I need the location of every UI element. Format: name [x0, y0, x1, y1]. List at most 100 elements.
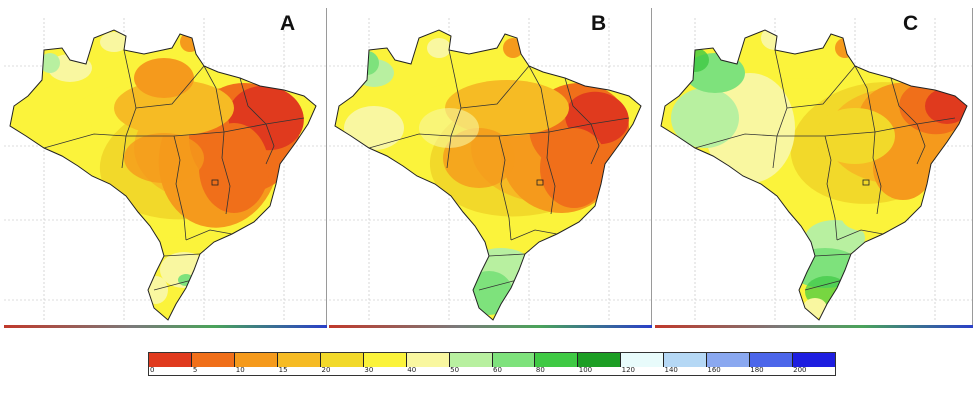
legend-label: 50 — [450, 366, 460, 374]
precip-zone — [40, 53, 60, 73]
legend-labels: 0 5 10 15 20 30 40 50 60 80 100 120 140 160 180 200 — [148, 366, 834, 376]
legend-label: 0 — [150, 366, 155, 374]
state-border — [890, 77, 918, 125]
precip-zone — [427, 38, 451, 58]
legend-swatch — [277, 353, 321, 367]
precip-zone — [873, 136, 933, 200]
panel-baseline — [329, 325, 652, 328]
state-border — [185, 229, 233, 241]
precip-zone — [805, 220, 865, 256]
state-border — [528, 65, 550, 133]
color-legend — [148, 352, 836, 376]
state-border — [694, 133, 778, 149]
legend-label: 160 — [707, 366, 721, 374]
state-border — [786, 65, 856, 109]
country-outline — [660, 29, 968, 321]
state-border — [460, 65, 530, 109]
legend-label: 10 — [235, 366, 245, 374]
country-outline — [9, 29, 317, 321]
precip-zone — [344, 106, 404, 150]
panel-baseline — [655, 325, 973, 328]
state-border — [488, 253, 526, 257]
legend-swatch — [406, 353, 450, 367]
precip-zone — [540, 128, 608, 208]
state-border — [43, 133, 127, 149]
legend-swatch — [535, 353, 579, 367]
precip-zone — [114, 80, 234, 136]
legend-swatch — [149, 353, 192, 367]
state-border — [564, 77, 592, 125]
state-border — [824, 135, 838, 241]
legend-swatch — [234, 353, 278, 367]
map-panel-c: C — [655, 8, 973, 328]
state-border — [872, 131, 882, 215]
state-border — [590, 123, 600, 165]
precip-zone — [134, 58, 194, 98]
panel-frame — [329, 8, 652, 328]
legend-label: 80 — [535, 366, 545, 374]
legend-label: 5 — [192, 366, 198, 374]
legend-swatch — [750, 353, 794, 367]
state-border — [510, 229, 558, 241]
legend-label: 100 — [578, 366, 593, 374]
precip-zone — [842, 204, 898, 232]
state-border — [153, 279, 193, 291]
precip-zone — [419, 108, 479, 148]
panel-baseline — [4, 325, 327, 328]
panel-frame — [4, 8, 327, 328]
state-border — [814, 253, 852, 257]
legend-label: 30 — [364, 366, 374, 374]
state-border — [135, 65, 205, 109]
legend-swatch — [320, 353, 364, 367]
state-border — [221, 131, 231, 215]
panel-label-c: C — [903, 12, 919, 35]
brazil-map-c — [655, 18, 973, 321]
legend-swatch — [707, 353, 751, 367]
federal-district-box — [211, 179, 219, 186]
map-panel-a: A — [4, 8, 327, 328]
state-border — [498, 135, 512, 241]
legend-label: 180 — [750, 366, 764, 374]
map-panel-b: B — [329, 8, 652, 328]
legend-swatch — [664, 353, 708, 367]
legend-swatch — [363, 353, 407, 367]
legend-label: 20 — [321, 366, 331, 374]
state-border — [173, 135, 187, 241]
precip-zone — [20, 110, 92, 146]
state-border — [163, 253, 201, 257]
legend-swatch — [191, 353, 235, 367]
state-border — [546, 131, 556, 215]
legend-swatch — [578, 353, 622, 367]
legend-swatch — [793, 353, 835, 367]
federal-district-box — [862, 179, 870, 186]
state-border — [916, 123, 926, 165]
precip-zone — [671, 88, 739, 148]
precip-zone — [199, 123, 269, 213]
state-border — [239, 77, 267, 125]
state-border — [478, 279, 518, 291]
precip-zone — [124, 133, 204, 183]
legend-label: 140 — [664, 366, 678, 374]
legend-label: 200 — [793, 366, 807, 374]
precip-zone — [815, 108, 895, 164]
panel-label-b: B — [591, 12, 607, 35]
legend-label: 120 — [621, 366, 635, 374]
state-border — [836, 229, 884, 241]
legend-label: 40 — [407, 366, 417, 374]
state-border — [804, 279, 844, 291]
federal-district-box — [536, 179, 544, 186]
brazil-map-a — [4, 18, 327, 321]
state-border — [265, 123, 275, 165]
legend-swatch — [621, 353, 665, 367]
panel-frame — [655, 8, 973, 328]
brazil-map-b — [329, 18, 652, 321]
precip-zone — [100, 32, 128, 52]
legend-swatch — [492, 353, 536, 367]
state-border — [368, 133, 452, 149]
panel-label-a: A — [280, 12, 296, 35]
legend-label: 60 — [493, 366, 502, 374]
state-border — [203, 65, 225, 133]
legend-swatch — [449, 353, 493, 367]
state-border — [854, 65, 876, 133]
country-outline — [334, 29, 642, 321]
